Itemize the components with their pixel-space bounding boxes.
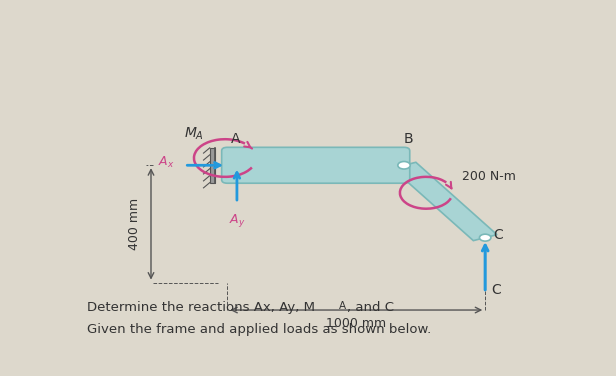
Text: $A_x$: $A_x$: [158, 155, 175, 170]
Text: $A_y$: $A_y$: [229, 212, 245, 229]
Text: C: C: [493, 228, 503, 242]
Text: $M_A$: $M_A$: [184, 125, 204, 142]
Text: A: A: [231, 132, 241, 146]
Bar: [209, 148, 216, 183]
Text: , and C: , and C: [347, 301, 394, 314]
Text: 1000 mm: 1000 mm: [326, 317, 386, 329]
Polygon shape: [392, 162, 497, 241]
Text: A: A: [339, 301, 346, 311]
Text: Given the frame and applied loads as shown below.: Given the frame and applied loads as sho…: [86, 323, 431, 336]
Text: Determine the reactions Ax, Ay, M: Determine the reactions Ax, Ay, M: [86, 301, 315, 314]
Text: 400 mm: 400 mm: [128, 198, 141, 250]
FancyBboxPatch shape: [222, 147, 410, 183]
Text: B: B: [404, 132, 413, 146]
Text: C: C: [491, 283, 501, 297]
Text: 200 N-m: 200 N-m: [462, 170, 516, 183]
Circle shape: [398, 162, 410, 169]
Circle shape: [479, 234, 491, 241]
